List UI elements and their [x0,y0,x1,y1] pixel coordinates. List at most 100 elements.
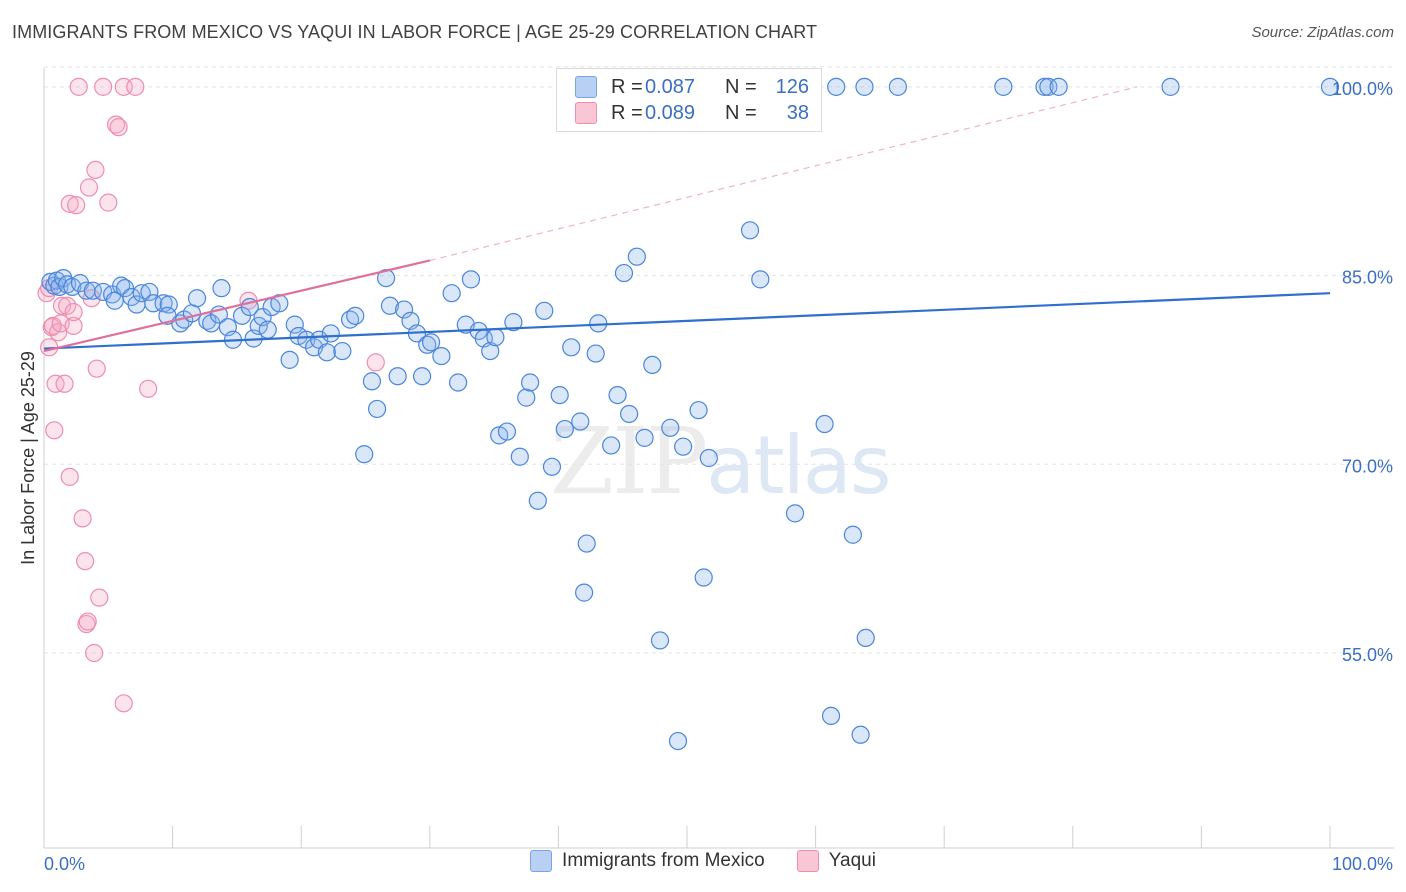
mexico-point [562,338,581,357]
n-label: N = [725,75,757,98]
mexico-point [635,428,654,447]
mexico-point [586,344,605,363]
mexico-point [140,282,159,302]
mexico-point [856,628,875,648]
gridlines [44,66,1394,654]
mexico-point [258,320,277,339]
mexico-point [674,437,693,456]
mexico-point [614,263,634,283]
r-value: 0.087 [645,75,696,98]
trend-lines [43,86,1331,353]
mexico-point [58,275,77,294]
mexico-point [249,316,268,336]
mexico-point [608,385,627,405]
mexico-point [297,330,316,349]
yaqui-point [64,302,83,322]
mexico-point [412,367,432,386]
y-tick-label: 100.0% [1332,79,1393,99]
legend-label-yaqui: Yaqui [828,850,876,871]
mexico-points [41,77,1340,751]
mexico-point [421,333,441,352]
mexico-point [1049,77,1068,96]
mexico-point [577,534,596,553]
mexico-point [602,436,621,455]
yaqui-point [114,694,133,713]
yaqui-point [94,77,113,96]
chart-title: IMMIGRANTS FROM MEXICO VS YAQUI IN LABOR… [12,22,818,42]
yaqui-trend-extension [429,86,1138,262]
mexico-point [535,301,554,320]
mexico-point [994,77,1013,96]
mexico-point [740,221,760,240]
stats-row-yaqui: R = 0.089 N = 38 [575,99,809,127]
mexico-point [843,525,862,544]
stats-legend: R = 0.087 N = 126 R = 0.089 N = 38 [556,68,822,132]
mexico-point [367,399,387,419]
mexico-point [888,77,908,96]
mexico-point [1161,77,1180,96]
mexico-point [394,300,414,319]
y-tick-label: 85.0% [1342,268,1393,288]
r-label: R = [611,75,643,98]
mexico-point [212,279,231,298]
mexico-point [376,268,396,288]
mexico-point [620,404,639,424]
yaqui-point [366,353,385,372]
y-axis-title: In Labor Force | Age 25-29 [18,351,38,565]
yaqui-point [79,178,99,197]
mexico-point [528,491,547,510]
mexico-point [481,341,500,361]
mexico-point [461,270,481,289]
mexico-point [317,343,337,362]
mexico-point [851,725,870,744]
yaqui-point [99,193,118,212]
mexico-point [521,373,540,392]
legend-item-mexico[interactable]: Immigrants from Mexico [530,850,765,872]
y-tick-label: 55.0% [1342,645,1393,665]
mexico-point [668,731,688,751]
mexico-point [1035,77,1054,96]
y-tick-label: 70.0% [1342,456,1393,476]
yaqui-point [55,374,74,393]
mexico-point [187,289,207,308]
mexico-point [442,284,461,303]
yaqui-point [78,612,97,631]
mexico-point [497,422,517,441]
mexico-point [542,457,562,476]
n-value: 126 [775,75,809,98]
mexico-point [182,304,201,323]
yaqui-point [45,421,64,440]
legend-item-yaqui[interactable]: Yaqui [796,850,876,872]
tick-labels: 55.0% 70.0% 85.0% 100.0% 0.0% 100.0% In Labor … [18,79,1393,874]
mexico-point [144,294,163,313]
mexico-point [346,306,365,325]
watermark-atlas: atlas [706,419,891,512]
mexico-point [333,341,352,361]
yaqui-point [60,467,79,486]
mexico-point [362,372,382,391]
yaqui-point [90,588,109,607]
yaqui-point [126,77,145,96]
mexico-point [486,328,505,347]
n-value: 38 [786,101,809,124]
mexico-legend-swatch [530,850,553,872]
yaqui-point [139,379,158,398]
watermark-zip: ZIP [550,408,708,515]
mexico-point [432,346,451,366]
stats-row-mexico: R = 0.087 N = 126 [575,73,809,101]
yaqui-point [64,316,83,336]
watermark: ZIPatlas [550,408,892,515]
mexico-point [650,631,670,650]
r-label: R = [611,101,643,124]
yaqui-point [109,118,128,137]
yaqui-point [106,115,126,134]
mexico-point [388,367,407,386]
mexico-point [643,355,662,375]
mexico-point [699,448,718,468]
mexico-point [321,324,340,343]
mexico-point [355,445,374,464]
x-tick-label-max: 100.0% [1332,854,1393,874]
mexico-point [1320,77,1340,96]
mexico-point [815,414,834,434]
